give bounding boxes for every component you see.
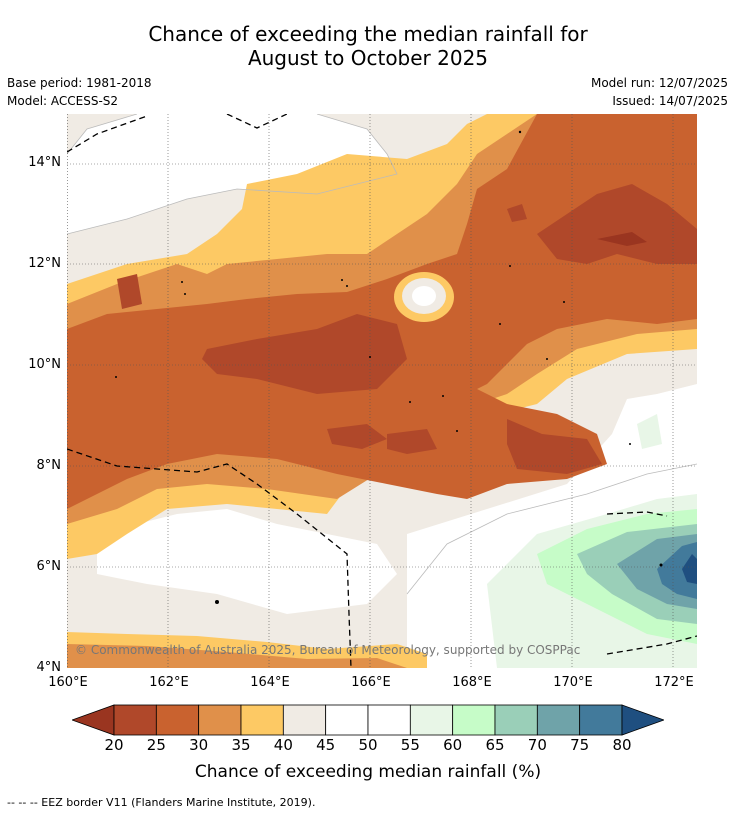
fill-20-25-northeast — [537, 184, 697, 264]
colorbar-tick-20: 20 — [104, 736, 124, 754]
lat-label-6N: 6°N — [36, 559, 62, 574]
colorbar-cell-50-55 — [367, 704, 411, 736]
graticule — [67, 114, 697, 668]
fill-45-55-north — [67, 114, 397, 234]
copyright-text: © Commonwealth of Australia 2025, Bureau… — [75, 643, 580, 657]
colorbar-cell-55-60 — [409, 704, 454, 736]
fill-20-25-west — [202, 314, 407, 394]
map-title-line-2: August to October 2025 — [247, 46, 489, 70]
contour-fills — [67, 114, 697, 668]
colorbar-tick-50: 50 — [358, 736, 378, 754]
colorbar-label: Chance of exceeding median rainfall (%) — [194, 762, 542, 782]
fill-20-25-small-a — [327, 424, 387, 449]
issued-text: Issued: 14/07/2025 — [612, 94, 728, 108]
model-run-text: Model run: 12/07/2025 — [590, 76, 728, 90]
colorbar — [72, 704, 664, 736]
lon-label-168E: 168°E — [452, 675, 492, 690]
fill-above-80 — [682, 554, 697, 584]
fill-30-35-south — [67, 644, 407, 668]
colorbar-tick-70: 70 — [527, 736, 547, 754]
colorbar-tick-65: 65 — [485, 736, 505, 754]
lat-label-8N: 8°N — [36, 458, 62, 473]
lat-label-10N: 10°N — [28, 357, 61, 372]
colorbar-cell-60-65 — [452, 704, 496, 736]
rainfall-probability-map: © Commonwealth of Australia 2025, Bureau… — [67, 114, 697, 668]
colorbar-cell-30-35 — [198, 704, 242, 736]
islands — [115, 130, 663, 604]
lon-label-172E: 172°E — [654, 675, 694, 690]
ring-45-50 — [412, 286, 436, 306]
colorbar-cell-35-40 — [240, 704, 284, 736]
lon-label-160E: 160°E — [48, 675, 88, 690]
fill-20-25-west-tiny — [117, 274, 142, 309]
colorbar-tick-75: 75 — [570, 736, 590, 754]
colorbar-tick-35: 35 — [231, 736, 251, 754]
fill-25-30 — [67, 114, 697, 509]
colorbar-tick-25: 25 — [146, 736, 166, 754]
colorbar-cell-40-45 — [282, 704, 327, 736]
fill-75-80 — [657, 542, 697, 599]
colorbar-tick-60: 60 — [443, 736, 463, 754]
colorbar-over-triangle — [621, 704, 664, 736]
colorbar-cell-65-70 — [494, 704, 538, 736]
fill-20-25-small-b — [387, 429, 437, 454]
eez-legend-footnote: -- -- -- EEZ border V11 (Flanders Marine… — [7, 796, 316, 809]
colorbar-tick-45: 45 — [316, 736, 336, 754]
colorbar-cell-20-25 — [113, 704, 157, 736]
lat-label-4N: 4°N — [36, 660, 62, 675]
fill-below-20 — [597, 232, 647, 246]
lon-label-170E: 170°E — [553, 675, 593, 690]
colorbar-tick-80: 80 — [612, 736, 632, 754]
lat-label-12N: 12°N — [28, 256, 61, 271]
colorbar-cell-75-80 — [579, 704, 623, 736]
lat-label-14N: 14°N — [28, 155, 61, 170]
colorbar-tick-40: 40 — [273, 736, 293, 754]
map-title-line-1: Chance of exceeding the median rainfall … — [148, 22, 588, 46]
contour-line-north — [67, 114, 398, 235]
lon-label-166E: 166°E — [351, 675, 391, 690]
model-text: Model: ACCESS-S2 — [7, 94, 119, 108]
fill-20-25-tiny — [507, 204, 527, 222]
colorbar-under-triangle — [72, 704, 115, 736]
colorbar-cell-70-75 — [536, 704, 581, 736]
colorbar-cell-45-50 — [325, 704, 369, 736]
colorbar-cells — [113, 704, 623, 736]
contour-line-southeast — [406, 463, 697, 595]
fill-45-55-southwest — [97, 509, 397, 614]
fill-20-25-east — [507, 419, 602, 474]
fill-55-60-patch — [637, 414, 662, 449]
lon-label-162E: 162°E — [149, 675, 189, 690]
eez-border — [67, 114, 697, 668]
lon-label-164E: 164°E — [250, 675, 290, 690]
colorbar-tick-55: 55 — [400, 736, 420, 754]
base-period-text: Base period: 1981-2018 — [7, 76, 152, 90]
colorbar-tick-30: 30 — [189, 736, 209, 754]
colorbar-cell-25-30 — [155, 704, 200, 736]
